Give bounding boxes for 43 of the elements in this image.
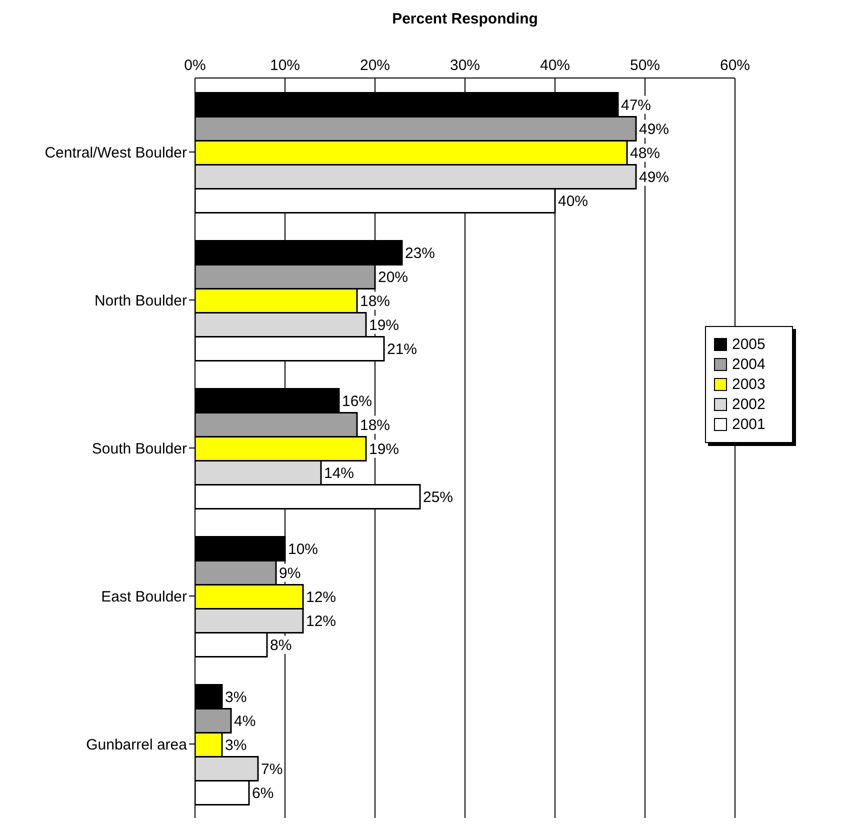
data-label: 14%	[324, 465, 354, 482]
data-label: 47%	[621, 97, 652, 114]
data-label: 10%	[288, 541, 318, 558]
y-tick-label: North Boulder	[94, 292, 187, 310]
x-tick-label: 10%	[270, 57, 300, 74]
legend-label: 2004	[732, 356, 766, 373]
x-tick-label: 20%	[360, 57, 390, 74]
data-label: 48%	[630, 145, 660, 162]
data-label: 8%	[270, 637, 292, 654]
x-tick-label: 0%	[184, 57, 206, 74]
data-label: 49%	[639, 169, 670, 186]
y-tick-label: Central/West Boulder	[44, 144, 187, 162]
data-label: 40%	[558, 193, 588, 210]
data-label: 19%	[369, 317, 400, 334]
y-tick-label: East Boulder	[101, 588, 187, 606]
legend-label: 2005	[732, 336, 766, 353]
x-tick-label: 30%	[450, 57, 480, 74]
data-label: 21%	[387, 341, 418, 358]
legend-label: 2002	[732, 396, 766, 413]
data-label: 23%	[405, 245, 436, 262]
x-tick-label: 50%	[630, 57, 660, 74]
data-label: 16%	[342, 393, 372, 410]
y-tick-label: Gunbarrel area	[86, 736, 188, 754]
data-label: 3%	[225, 737, 247, 754]
data-label: 7%	[261, 761, 283, 778]
data-label: 18%	[360, 417, 390, 434]
y-tick-label: South Boulder	[92, 440, 187, 458]
data-label: 18%	[360, 293, 390, 310]
data-label: 3%	[225, 689, 247, 706]
legend-label: 2001	[732, 416, 766, 433]
x-tick-label: 60%	[720, 57, 750, 74]
data-label: 6%	[252, 785, 274, 802]
x-tick-label: 40%	[540, 57, 570, 74]
data-label: 4%	[234, 713, 256, 730]
legend-label: 2003	[732, 376, 766, 393]
data-label: 12%	[306, 613, 336, 630]
data-label: 12%	[306, 589, 336, 606]
data-label: 9%	[279, 565, 301, 582]
x-axis-title: Percent Responding	[392, 10, 538, 28]
data-label: 20%	[378, 269, 408, 286]
data-label: 25%	[423, 489, 454, 506]
data-label: 49%	[639, 121, 670, 138]
data-label: 19%	[369, 441, 400, 458]
